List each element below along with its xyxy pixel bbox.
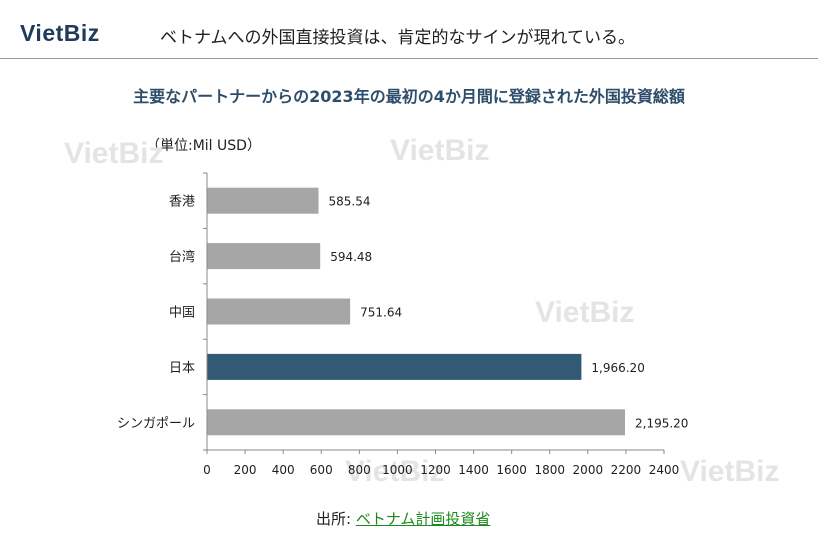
x-tick-label: 600 [310,463,333,477]
x-tick-label: 2200 [611,463,642,477]
watermark: VietBiz [345,455,445,488]
source-prefix: 出所: [316,510,356,528]
data-label: 2,195.20 [635,416,688,430]
source-link[interactable]: ベトナム計画投資省 [355,510,491,528]
header: VietBiz ベトナムへの外国直接投資は、肯定的なサインが現れている。 [0,0,818,60]
bar [207,298,351,325]
unit-label: （単位:Mil USD） [146,138,261,154]
x-tick-label: 400 [272,463,295,477]
bar [207,409,626,436]
header-divider [0,58,818,59]
bar [207,187,319,214]
article-headline: ベトナムへの外国直接投資は、肯定的なサインが現れている。 [160,28,635,48]
data-label: 594.48 [330,250,372,264]
x-tick-label: 1800 [534,463,565,477]
category-label: 中国 [169,306,195,321]
x-tick-label: 0 [203,463,211,477]
x-tick-label: 1200 [420,463,451,477]
data-label: 585.54 [328,195,370,209]
x-tick-label: 2000 [573,463,604,477]
vietbiz-logo[interactable]: VietBiz [20,20,100,46]
data-label: 1,966.20 [591,361,644,375]
category-label: シンガポール [117,416,195,431]
x-tick-label: 1000 [382,463,413,477]
x-tick-label: 200 [234,463,257,477]
watermark: VietBiz [680,455,780,488]
bar [207,353,582,380]
category-label: 香港 [169,195,195,210]
bar [207,243,321,270]
chart-title: 主要なパートナーからの2023年の最初の4か月間に登録された外国投資総額 [133,87,685,106]
category-label: 台湾 [169,249,195,265]
watermark: VietBiz [390,134,490,167]
data-label: 751.64 [360,306,402,320]
x-tick-label: 1400 [458,463,489,477]
x-tick-label: 1600 [496,463,527,477]
x-tick-label: 800 [348,463,371,477]
watermark: VietBiz [64,137,164,170]
source-line: 出所: ベトナム計画投資省 [316,508,490,529]
watermark: VietBiz [535,296,635,329]
x-tick-label: 2400 [649,463,680,477]
category-label: 日本 [169,361,195,376]
